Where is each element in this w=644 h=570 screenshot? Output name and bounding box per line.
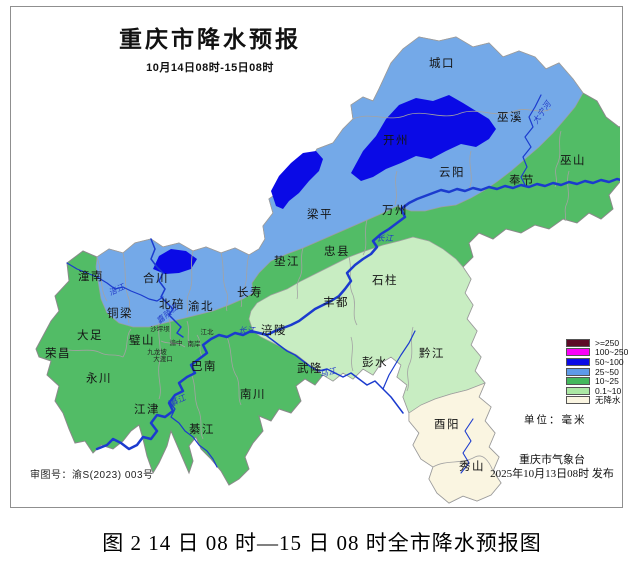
urban-district-label: 南岸 [188, 339, 202, 348]
legend-label: 50~100 [595, 356, 624, 367]
map-region-label: 巫溪 [497, 111, 523, 124]
map-region-label: 潼南 [78, 269, 104, 283]
map-region-label: 渝北 [188, 299, 214, 313]
legend-unit-label: 单位：毫米 [524, 415, 587, 426]
map-region-label: 黔江 [419, 346, 445, 360]
legend-label: 无降水 [595, 395, 621, 406]
map-region-label: 彭水 [362, 355, 388, 369]
legend-row: 100~250 [566, 348, 628, 358]
map-region-label: 云阳 [439, 166, 465, 179]
map-region-label: 酉阳 [434, 418, 460, 431]
map-region-label: 北碚 [159, 297, 185, 311]
map-region-label: 大足 [77, 328, 103, 342]
river-name-label: 长江 [377, 234, 394, 243]
river-name-label: 乌江 [319, 366, 338, 379]
map-panel: 城口巫溪开州云阳奉节 巫山梁平 万州垫江 忠县石柱丰都涪陵 长寿 潼南 合川铜梁 北碚 渝北大足… [10, 6, 623, 508]
legend-swatch [566, 338, 590, 347]
map-region-label: 垫江 [274, 254, 300, 268]
map-region-label: 南川 [240, 387, 266, 401]
map-region-label: 丰都 [323, 296, 349, 309]
map-region-label: 长寿 [237, 285, 263, 299]
map-region-label: 合川 [143, 271, 169, 285]
map-region-label: 涪陵 [261, 323, 287, 337]
legend-swatch [566, 348, 590, 357]
map-region-label: 永川 [86, 371, 112, 385]
legend-label: 10~25 [595, 376, 619, 387]
map-region-label: 巴南 [191, 359, 217, 373]
legend-swatch [566, 377, 590, 386]
zone-dark-blue-patches [153, 95, 496, 274]
map-region-label: 开州 [383, 134, 409, 147]
map-review-number: 审图号：渝S(2023) 003号 [30, 470, 154, 481]
youshui-river [460, 418, 474, 474]
map-region-label: 綦江 [189, 423, 215, 436]
legend-swatch [566, 396, 590, 405]
urban-district-label: 沙坪坝 [150, 324, 170, 333]
map-region-label: 忠县 [324, 245, 350, 258]
map-region-label: 巫山 [560, 154, 586, 167]
publisher-name: 重庆市气象台 [519, 454, 585, 466]
map-region-label: 奉节 [509, 173, 535, 187]
map-region-label: 江津 [134, 403, 160, 416]
rivers [66, 94, 620, 474]
map-region-label: 梁平 [307, 207, 333, 221]
legend-swatch [566, 357, 590, 366]
legend-swatch [566, 386, 590, 395]
map-region-label: 铜梁 [107, 306, 133, 320]
yangtze-river [95, 177, 620, 451]
legend-row: 0.1~10 [566, 386, 628, 396]
zone-cream [408, 382, 502, 504]
legend-label: 25~50 [595, 366, 619, 377]
map-region-label: 荣昌 [45, 347, 71, 360]
legend-row: 无降水 [566, 396, 628, 406]
map-region-label: 璧山 [129, 333, 155, 347]
map-region-label: 秀山 [459, 460, 485, 473]
urban-district-label: 江北 [201, 328, 215, 336]
legend-label: 100~250 [595, 347, 629, 358]
legend: >=250 100~250 50~100 25~50 10~25 0.1~10 无降水 [566, 338, 628, 405]
wujiang-branch [382, 330, 416, 390]
legend-row: 50~100 [566, 357, 628, 367]
fujiang-river [66, 262, 164, 302]
urban-district-label: 九龙坡 [147, 347, 167, 356]
urban-district-label: 大渡口 [153, 354, 173, 363]
urban-district-label: 渝中 [170, 338, 183, 347]
qijiang-river [168, 400, 218, 468]
river-name-label: 长江 [239, 326, 256, 335]
legend-row: >=250 [566, 338, 628, 348]
legend-label: >=250 [595, 337, 620, 348]
title-block: 重庆市降水预报 10月14日08时-15日08时 [100, 20, 320, 75]
legend-swatch [566, 367, 590, 376]
map-region-label: 万州 [382, 204, 408, 217]
map-region-label: 石柱 [372, 273, 398, 287]
figure-caption: 图 2 14 日 08 时—15 日 08 时全市降水预报图 [102, 531, 542, 555]
legend-label: 0.1~10 [595, 385, 622, 396]
legend-row: 25~50 [566, 367, 628, 377]
issue-time: 2025年10月13日08时 发布 [490, 467, 614, 480]
legend-row: 10~25 [566, 376, 628, 386]
daning-river [520, 94, 542, 186]
map-title: 重庆市降水预报 [119, 27, 301, 52]
map-subtitle: 10月14日08时-15日08时 [146, 62, 274, 74]
map-region-label: 武隆 [297, 361, 323, 375]
publisher-block: 重庆市气象台 2025年10月13日08时 发布 [476, 454, 628, 481]
map-region-label: 城口 [429, 57, 455, 70]
jialing-river [150, 238, 184, 338]
